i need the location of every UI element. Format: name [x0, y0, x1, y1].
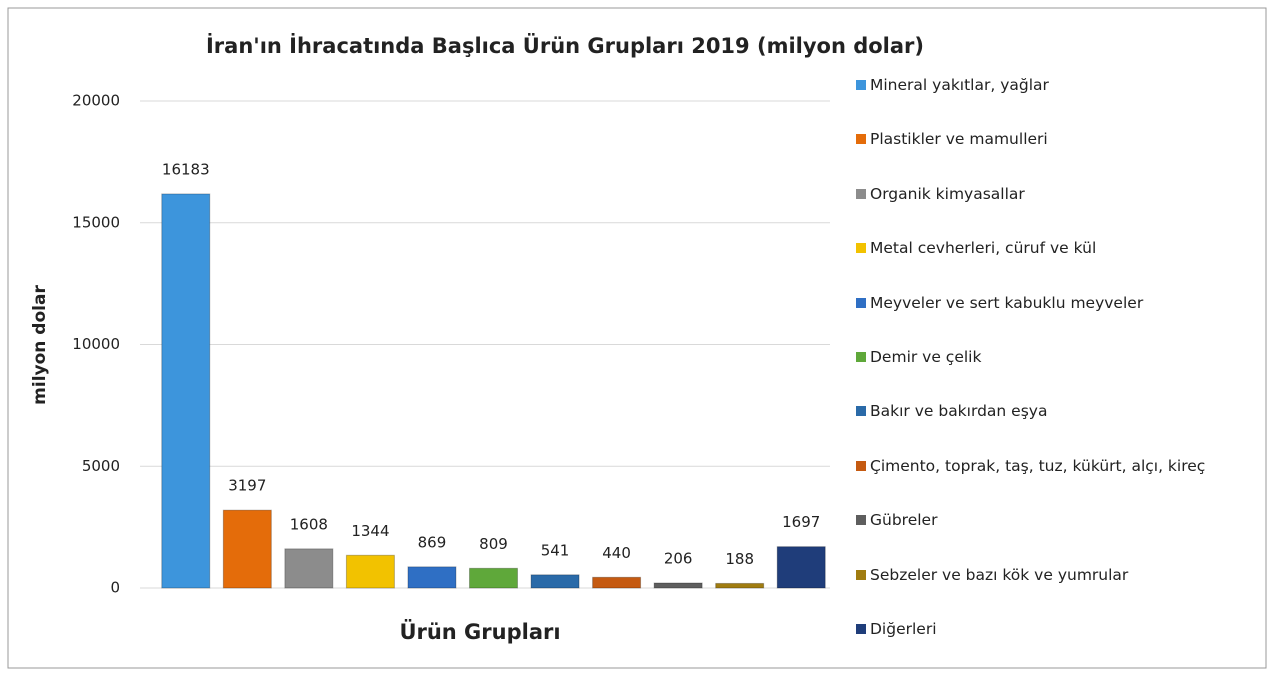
legend-swatch: [856, 460, 866, 471]
bar: [530, 574, 580, 589]
legend-item: Organik kimyasallar: [856, 181, 1256, 208]
data-label: 1608: [290, 515, 328, 533]
bar: [345, 554, 395, 589]
legend-label: Bakır ve bakırdan eşya: [870, 402, 1048, 421]
bar: [284, 548, 334, 589]
bar: [222, 509, 272, 589]
data-label: 541: [541, 541, 570, 559]
y-tick-label: 15000: [72, 213, 120, 231]
legend-item: Metal cevherleri, cüruf ve kül: [856, 235, 1256, 262]
bar: [469, 567, 518, 589]
legend-swatch: [856, 352, 866, 362]
legend-item: Mineral yakıtlar, yağlar: [856, 72, 1256, 99]
legend-swatch: [856, 80, 866, 90]
data-label: 3197: [228, 477, 266, 495]
chart-border: [7, 7, 1267, 669]
legend-item: Plastikler ve mamulleri: [856, 126, 1256, 153]
legend-swatch: [856, 134, 866, 145]
y-tick-label: 5000: [82, 457, 120, 475]
legend-item: Meyveler ve sert kabuklu meyveler: [856, 290, 1256, 317]
bar: [161, 193, 211, 589]
y-tick-label: 20000: [72, 92, 120, 110]
legend-label: Mineral yakıtlar, yağlar: [870, 76, 1049, 94]
data-label: 1344: [351, 522, 389, 540]
data-label: 206: [664, 549, 693, 567]
bar: [715, 582, 765, 589]
legend-item: Demir ve çelik: [856, 344, 1256, 371]
legend-label: Sebzeler ve bazı kök ve yumrular: [870, 565, 1129, 584]
legend-item: Diğerleri: [856, 616, 1256, 643]
legend-label: Gübreler: [870, 511, 938, 530]
legend-swatch: [856, 515, 866, 526]
legend-swatch: [856, 406, 866, 417]
legend-swatch: [856, 188, 866, 199]
data-label: 869: [418, 533, 447, 551]
data-label: 1697: [782, 513, 820, 531]
data-label: 440: [602, 544, 631, 562]
y-tick-label: 10000: [72, 335, 120, 353]
legend-swatch: [856, 624, 866, 634]
legend-swatch: [856, 243, 866, 254]
legend-swatch: [856, 297, 866, 308]
legend-label: Metal cevherleri, cüruf ve kül: [870, 239, 1097, 258]
legend-label: Plastikler ve mamulleri: [870, 130, 1048, 149]
x-axis-label: Ürün Grupları: [399, 619, 560, 644]
legend-label: Organik kimyasallar: [870, 184, 1025, 203]
data-label: 16183: [162, 160, 210, 178]
data-label: 809: [479, 535, 508, 553]
legend-item: Çimento, toprak, taş, tuz, kükürt, alçı,…: [856, 453, 1256, 480]
legend-label: Çimento, toprak, taş, tuz, kükürt, alçı,…: [870, 456, 1206, 475]
legend-item: Bakır ve bakırdan eşya: [856, 398, 1256, 425]
y-tick-label: 0: [110, 579, 120, 597]
bar: [776, 546, 826, 589]
legend-label: Meyveler ve sert kabuklu meyveler: [870, 293, 1144, 312]
bar: [653, 582, 703, 589]
bar: [407, 566, 457, 589]
legend-label: Diğerleri: [870, 620, 937, 638]
chart-title: İran'ın İhracatında Başlıca Ürün Gruplar…: [206, 33, 924, 58]
legend-item: Gübreler: [856, 507, 1256, 534]
data-label: 188: [725, 550, 754, 568]
legend-label: Demir ve çelik: [870, 348, 982, 366]
legend-item: Sebzeler ve bazı kök ve yumrular: [856, 562, 1256, 589]
bar: [592, 576, 642, 589]
legend-swatch: [856, 569, 866, 580]
y-axis-label: milyon dolar: [30, 285, 50, 405]
